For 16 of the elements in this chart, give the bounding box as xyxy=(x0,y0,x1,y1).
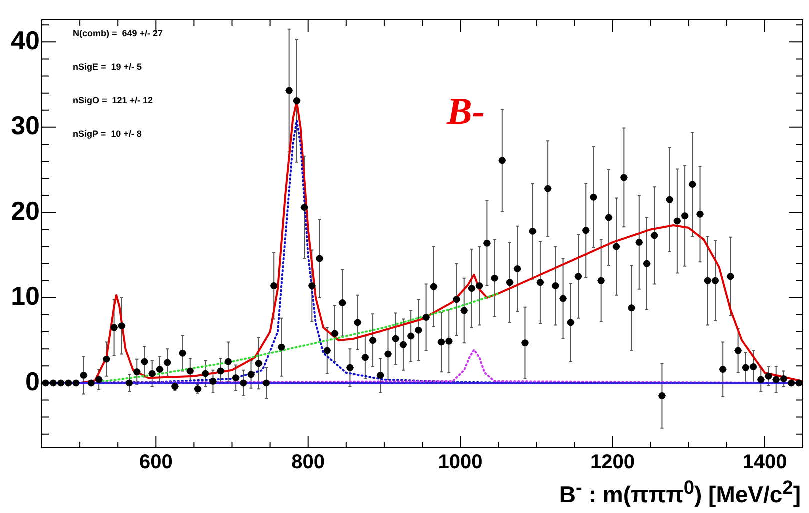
y-tick-label: 40 xyxy=(11,25,40,56)
annotation: nSigO = 121 +/- 12 xyxy=(73,95,154,106)
x-tick-label: 600 xyxy=(139,452,173,474)
annotation: nSigP = 10 +/- 8 xyxy=(73,128,142,139)
annotation: N(comb) = 649 +/- 27 xyxy=(73,28,164,38)
x-axis-title: B$^{-}$ : m(πππ$^{0}$) [MeV/c$^{2}$] xyxy=(559,478,801,509)
annotation: nSigE = 19 +/- 5 xyxy=(73,62,142,72)
y-tick-label: 20 xyxy=(11,196,40,226)
y-tick-label: 10 xyxy=(11,281,40,312)
annotation: B- xyxy=(446,91,485,133)
x-tick-label: 1400 xyxy=(742,452,788,474)
x-tick-label: 1200 xyxy=(590,452,635,474)
x-tick-label: 1000 xyxy=(438,452,483,474)
x-tick-label: 800 xyxy=(292,452,326,474)
y-tick-label: 0 xyxy=(26,366,40,396)
y-tick-label: 30 xyxy=(11,110,40,141)
